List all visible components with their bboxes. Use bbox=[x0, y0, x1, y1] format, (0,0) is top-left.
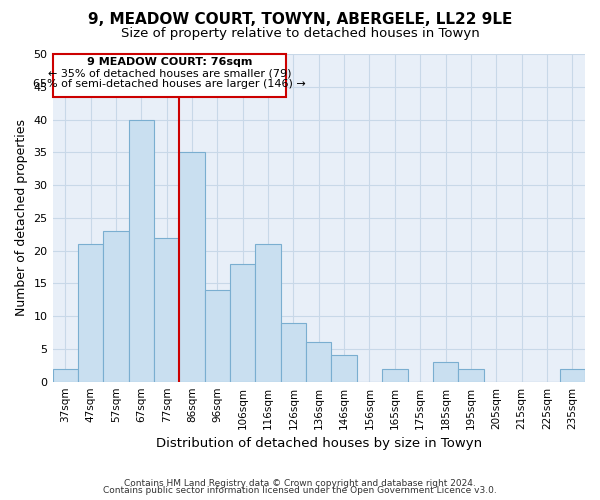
Bar bbox=[230, 264, 256, 382]
Bar bbox=[179, 152, 205, 382]
Text: Size of property relative to detached houses in Towyn: Size of property relative to detached ho… bbox=[121, 28, 479, 40]
Text: 9 MEADOW COURT: 76sqm: 9 MEADOW COURT: 76sqm bbox=[87, 58, 252, 68]
Text: ← 35% of detached houses are smaller (79): ← 35% of detached houses are smaller (79… bbox=[47, 68, 291, 78]
Text: 9, MEADOW COURT, TOWYN, ABERGELE, LL22 9LE: 9, MEADOW COURT, TOWYN, ABERGELE, LL22 9… bbox=[88, 12, 512, 28]
X-axis label: Distribution of detached houses by size in Towyn: Distribution of detached houses by size … bbox=[156, 437, 482, 450]
Bar bbox=[78, 244, 103, 382]
Bar bbox=[560, 368, 585, 382]
Bar bbox=[382, 368, 407, 382]
Bar bbox=[433, 362, 458, 382]
Bar bbox=[128, 120, 154, 382]
Bar bbox=[205, 290, 230, 382]
Bar bbox=[154, 238, 179, 382]
Bar bbox=[256, 244, 281, 382]
Bar bbox=[458, 368, 484, 382]
Y-axis label: Number of detached properties: Number of detached properties bbox=[15, 120, 28, 316]
Bar bbox=[103, 231, 128, 382]
Bar bbox=[331, 356, 357, 382]
Text: 65% of semi-detached houses are larger (146) →: 65% of semi-detached houses are larger (… bbox=[33, 79, 306, 89]
Text: Contains public sector information licensed under the Open Government Licence v3: Contains public sector information licen… bbox=[103, 486, 497, 495]
Bar bbox=[281, 322, 306, 382]
Bar bbox=[306, 342, 331, 382]
Bar bbox=[53, 368, 78, 382]
Text: Contains HM Land Registry data © Crown copyright and database right 2024.: Contains HM Land Registry data © Crown c… bbox=[124, 478, 476, 488]
FancyBboxPatch shape bbox=[53, 54, 286, 96]
